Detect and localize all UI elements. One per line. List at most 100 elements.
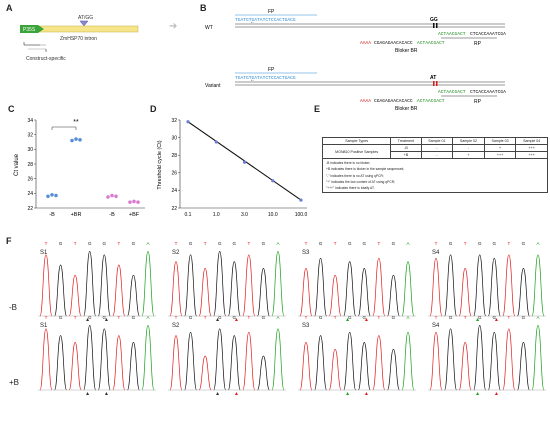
trace-peak [257,268,270,317]
table-cell: + [483,144,517,152]
data-point [299,198,303,202]
trace-peak [141,325,155,391]
wt-label: WT [205,25,213,31]
base-label: G [478,315,482,320]
base-label: A [276,315,279,320]
wt-fp-label: FP [268,9,275,15]
trace-peak [97,254,111,317]
base-label: G [132,315,136,320]
base-label: G [363,315,367,320]
base-label: T [377,241,380,246]
trace-peak [531,254,545,317]
data-point [54,193,58,198]
table-cell: - [420,151,454,159]
wt-rp-green: ACTAACGACT [438,31,466,37]
trace-peak [517,342,530,391]
trace-peak [169,335,183,391]
base-label: T [74,241,77,246]
chart-c-significance: ** [73,119,79,126]
trace-peak [271,328,285,391]
wt-blocker-black: CGAGAGAACACACC [374,40,413,46]
base-label: T [377,315,380,320]
row-label-minus-b: -B [9,303,17,312]
base-label: G [319,241,323,246]
var-rp-label: RP [474,99,482,105]
data-point [50,193,54,197]
marker-triangle-icon [104,318,108,321]
trace-peak [213,251,227,317]
var-blocker-red: AAAA [360,98,371,104]
table-header: Sample Types [321,137,392,145]
base-label: A [146,315,149,320]
marker-triangle-icon [104,392,108,395]
base-label: T [175,315,178,320]
marker-triangle-icon [86,318,90,321]
data-point [114,194,118,199]
wt-fp-seq: TGATGTGATATCTCCACTGACG [235,17,296,23]
trace-peak [314,257,327,317]
trace-peak [213,328,227,391]
base-label: T [507,241,510,246]
var-rp-black: CTCACCAAATCGA [470,89,506,95]
table-cell: +B [390,151,422,159]
sample-label: S1 [40,323,48,329]
y-tick-label: 26 [171,171,177,177]
trace-peak [429,257,443,317]
base-label: G [59,241,63,246]
base-label: T [507,315,510,320]
marker-triangle-icon [476,318,480,321]
chromatogram-traces: T G T G G T G A T G T G G T G A T G T G G T G A T G T G G T G A T G T G G T G A… [38,241,546,395]
chromatogram-panel: T G T G G T G A [428,241,546,321]
trace-peak [487,331,501,391]
base-label: T [334,241,337,246]
promoter-arrow [20,25,44,33]
base-label: T [175,241,178,246]
trace-peak [54,264,67,317]
trace-peak [458,268,472,317]
sample-label: S4 [432,250,440,256]
trace-peak [112,264,126,317]
trace-peak [357,342,371,391]
trace-peak [314,335,327,391]
trace-peak [444,328,457,391]
sample-label: S1 [40,250,48,256]
base-label: G [493,241,497,246]
trace-peak [127,342,140,391]
trace-peak [487,257,501,317]
intron-bar [20,25,139,33]
base-label: T [117,315,120,320]
panel-d-letter: D [150,104,157,114]
sample-label: S2 [172,250,180,256]
chromatogram-panel: T G T G G T G A [168,241,286,321]
base-label: G [522,241,526,246]
base-label: A [536,315,539,320]
table-cell-sample-type: MON810 Positive Samples [321,144,392,159]
trace-peak [83,251,97,317]
y-tick-label: 24 [171,188,177,194]
table-note: "+++" indicates there is totally AT. [326,186,375,191]
panel-f-letter: F [6,236,12,246]
panel-a-construct-diagram: AT/GG P35S ZmHSP70 intron Construct-spec… [20,15,139,62]
trace-peak [502,254,516,317]
marker-triangle-icon [86,392,90,395]
sample-label: S3 [302,323,310,329]
svg-text:←: ← [250,19,255,25]
variant-label: Variant [205,83,221,89]
panel-a-letter: A [6,3,13,13]
base-label: G [348,315,352,320]
x-tick-label: 0.1 [185,212,192,218]
marker-triangle-icon [346,392,350,395]
base-label: G [348,241,352,246]
construct-label: Construct-specific [26,56,66,62]
table-note: -B indicates there is no bloker; [326,161,371,165]
trace-peak [257,355,270,391]
chart-d-ylabel: Threshold cycle (Ct) [157,140,163,189]
marker-triangle-icon [234,392,238,395]
data-point [271,179,275,183]
row-label-plus-b: +B [9,378,20,387]
table-header-row: Sample Types Treatment Sample 01 Sample … [321,137,548,145]
trace-peak [401,331,415,391]
trace-peak [112,335,126,391]
wt-rp-label: RP [474,41,482,47]
data-point [110,193,114,198]
